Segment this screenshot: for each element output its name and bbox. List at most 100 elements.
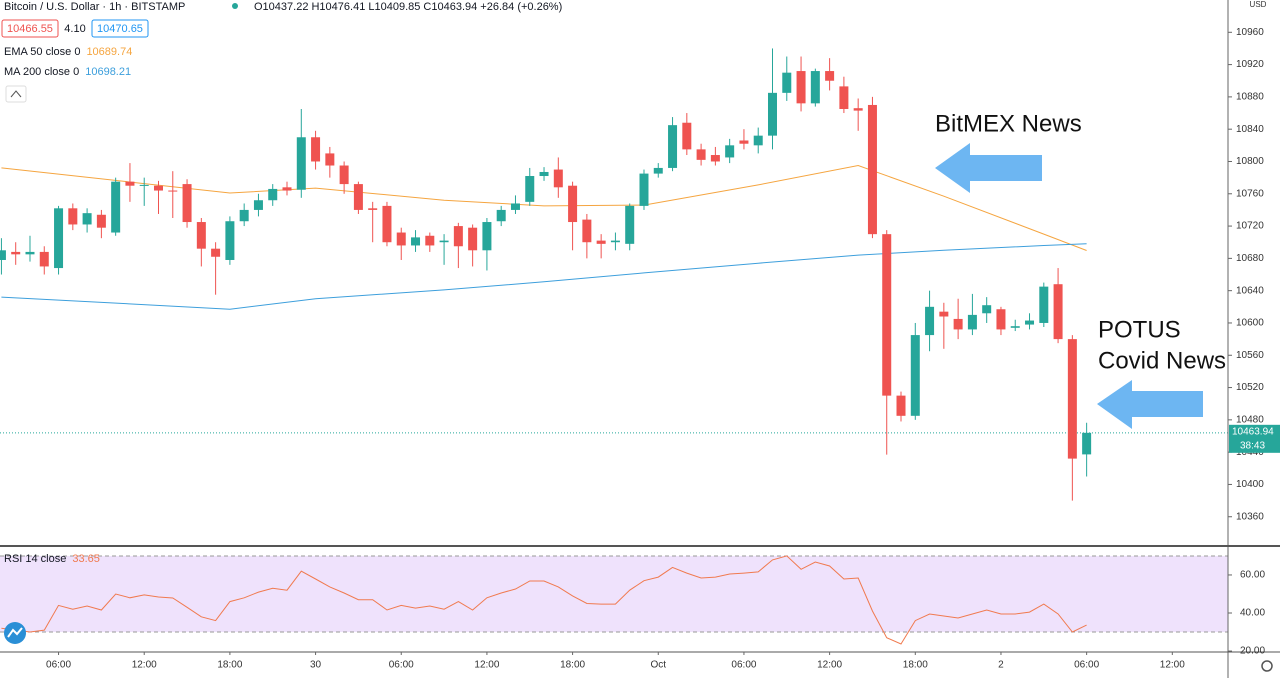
candle-body: [439, 240, 449, 243]
candle-body: [625, 205, 635, 244]
candle-body: [96, 214, 106, 228]
candle-body: [739, 140, 749, 144]
candle-body: [996, 309, 1006, 330]
candle-body: [353, 184, 363, 210]
candle-body: [1039, 286, 1049, 323]
candle-body: [325, 153, 335, 166]
candle-body: [68, 208, 78, 225]
last-price-box: [1229, 424, 1280, 453]
candle-body: [982, 305, 992, 314]
spread: 4.10: [64, 23, 85, 35]
collapse-icon: [10, 90, 22, 98]
arrow: [935, 143, 1042, 193]
candle-body: [1053, 284, 1063, 340]
status-dot: [232, 3, 238, 9]
candle-body: [453, 226, 463, 247]
candle-body: [153, 185, 163, 191]
x-tick-label: 30: [310, 660, 322, 671]
candle-body: [39, 251, 49, 267]
rsi-name: RSI 14 close: [4, 553, 66, 565]
x-tick-label: 18:00: [217, 660, 242, 671]
x-tick-label: 06:00: [1074, 660, 1099, 671]
indicator-value: 10698.21: [85, 66, 131, 78]
x-tick-label: 06:00: [46, 660, 71, 671]
y-tick-label: 10520: [1236, 382, 1264, 393]
indicator-name: MA 200 close 0: [4, 66, 79, 78]
candle-body: [767, 92, 777, 136]
candle-body: [582, 219, 592, 243]
y-tick-label: 10680: [1236, 253, 1264, 264]
candle-body: [939, 311, 949, 317]
x-tick-label: 12:00: [1160, 660, 1185, 671]
y-tick-label: 10920: [1236, 59, 1264, 70]
candle-body: [339, 165, 349, 185]
rsi-line: [1, 555, 1087, 645]
candle-body: [896, 395, 906, 416]
y-tick-label: 10400: [1236, 479, 1264, 490]
annotation: POTUS: [1098, 316, 1181, 343]
annotation: Covid News: [1098, 347, 1226, 374]
candle-body: [925, 306, 935, 336]
indicator-name: EMA 50 close 0: [4, 46, 80, 58]
x-tick-label: 06:00: [731, 660, 756, 671]
candle-body: [682, 122, 692, 150]
buy-box[interactable]: [91, 19, 149, 38]
x-tick-label: 12:00: [474, 660, 499, 671]
rsi-band: [0, 555, 1228, 633]
candle-body: [553, 169, 563, 188]
candle-body: [282, 187, 292, 191]
annotation: BitMEX News: [935, 110, 1082, 137]
candle-body: [653, 167, 663, 174]
candle-body: [510, 203, 520, 210]
y-tick-label: 10600: [1236, 318, 1264, 329]
candle-body: [54, 208, 64, 269]
y-tick-label: 10760: [1236, 188, 1264, 199]
candle-body: [311, 137, 321, 162]
settings-icon[interactable]: [1261, 660, 1273, 672]
candle-body: [425, 235, 435, 246]
candle-body: [211, 248, 221, 257]
candle-body: [396, 232, 406, 246]
x-tick-label: 18:00: [560, 660, 585, 671]
bid: 10466.55: [7, 23, 53, 35]
y-tick-label: 20.00: [1240, 646, 1265, 657]
logo-icon: [7, 627, 23, 638]
y-tick-label: 10720: [1236, 221, 1264, 232]
candle-body: [639, 173, 649, 206]
candle-body: [225, 221, 235, 260]
candle-body: [382, 205, 392, 243]
sell-box[interactable]: [1, 19, 59, 38]
candle-body: [867, 104, 877, 235]
y-tick-label: 10800: [1236, 156, 1264, 167]
last-price-label: 10463.94: [1232, 426, 1274, 437]
collapse-button[interactable]: [5, 85, 27, 103]
x-tick-label: 06:00: [389, 660, 414, 671]
y-tick-label: 10480: [1236, 414, 1264, 425]
candle-body: [1082, 432, 1092, 455]
y-tick-label: 10840: [1236, 124, 1264, 135]
candle-body: [1025, 320, 1035, 325]
candle-body: [596, 240, 606, 244]
candle-body: [710, 155, 720, 162]
candle-body: [810, 71, 820, 104]
candle-body: [111, 181, 121, 233]
candle-body: [253, 200, 263, 210]
rsi-value: 33.65: [72, 553, 100, 565]
indicator-value: 10689.74: [86, 46, 132, 58]
candle-body: [782, 72, 792, 93]
candle-body: [82, 213, 92, 225]
candle-body: [411, 237, 421, 246]
candle-body: [139, 184, 149, 186]
price-axis-area: [1228, 0, 1280, 678]
axis-unit: USD: [1250, 0, 1267, 9]
candle-body: [125, 181, 135, 186]
candle-body: [0, 250, 6, 260]
candle-body: [668, 125, 678, 168]
countdown: 38:43: [1240, 440, 1265, 451]
x-tick-label: 18:00: [903, 660, 928, 671]
candle-body: [825, 71, 835, 81]
y-tick-label: 10360: [1236, 511, 1264, 522]
ask: 10470.65: [97, 23, 143, 35]
candle-body: [610, 240, 620, 243]
